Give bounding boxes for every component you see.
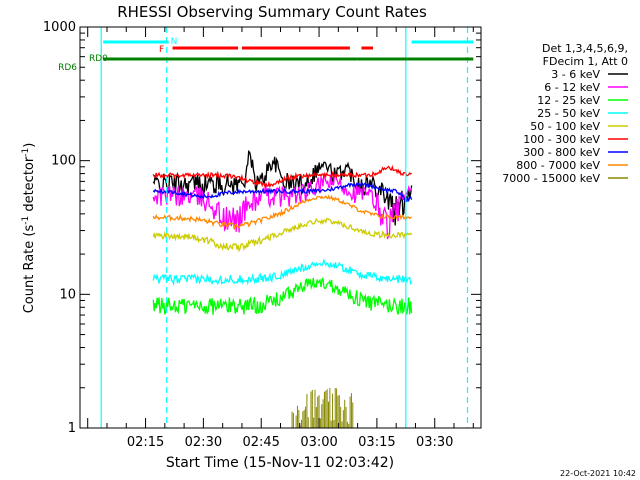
- x-tick-label: 03:30: [416, 435, 453, 450]
- series-line-1: [152, 172, 413, 240]
- plot-area: NF RD0 RD6: [58, 27, 474, 428]
- y-tick-label: 1: [68, 421, 76, 436]
- legend-entry-label: 800 - 7000 keV: [516, 159, 600, 172]
- legend-entry-label: 300 - 800 keV: [523, 146, 600, 159]
- flag-label-n: N: [171, 37, 178, 47]
- y-tick-label: 10: [59, 287, 76, 302]
- y-axis: 1 10 100 1000: [43, 20, 481, 436]
- legend-entry-label: 100 - 300 keV: [523, 133, 600, 146]
- series-line-7: [152, 194, 413, 231]
- series-line-3: [152, 258, 413, 287]
- legend-entry-label: 7000 - 15000 keV: [502, 172, 600, 185]
- legend-entry-label: 6 - 12 keV: [544, 81, 600, 94]
- footer-date: 22-Oct-2021 10:42: [560, 469, 636, 478]
- x-tick-label: 03:00: [300, 435, 337, 450]
- chart-title: RHESSI Observing Summary Count Rates: [117, 3, 427, 21]
- legend-header-line: FDecim 1, Att 0: [543, 55, 628, 68]
- series-layer: [152, 150, 413, 428]
- x-tick-label: 02:15: [127, 435, 164, 450]
- flag-label-f: F: [159, 45, 164, 55]
- series-line-5: [152, 164, 412, 189]
- y-tick-label: 1000: [43, 20, 76, 35]
- series-line-6: [152, 181, 413, 203]
- y-axis-label: Count Rate (s-1 detector-1): [21, 143, 37, 314]
- legend-entry-label: 25 - 50 keV: [537, 107, 600, 120]
- flag-bars: NF RD0 RD6: [58, 37, 474, 73]
- legend-header-line: Det 1,3,4,5,6,9,: [542, 42, 628, 55]
- time-markers: [100, 27, 469, 428]
- series-line-4: [152, 217, 413, 253]
- legend-entry-label: 12 - 25 keV: [537, 94, 600, 107]
- legend: Det 1,3,4,5,6,9,FDecim 1, Att 03 - 6 keV…: [502, 42, 628, 185]
- x-tick-label: 02:30: [185, 435, 222, 450]
- legend-entry-label: 50 - 100 keV: [530, 120, 600, 133]
- flag-label-rd6: RD6: [58, 63, 77, 73]
- x-axis: 02:15 02:30 02:45 03:00 03:15 03:30: [87, 27, 474, 450]
- flag-label-rd0: RD0: [89, 54, 108, 64]
- x-tick-label: 02:45: [242, 435, 279, 450]
- y-tick-label: 100: [51, 154, 76, 169]
- x-axis-label: Start Time (15-Nov-11 02:03:42): [166, 455, 394, 471]
- series-line-2: [152, 276, 413, 315]
- x-tick-label: 03:15: [358, 435, 395, 450]
- legend-entry-label: 3 - 6 keV: [551, 68, 600, 81]
